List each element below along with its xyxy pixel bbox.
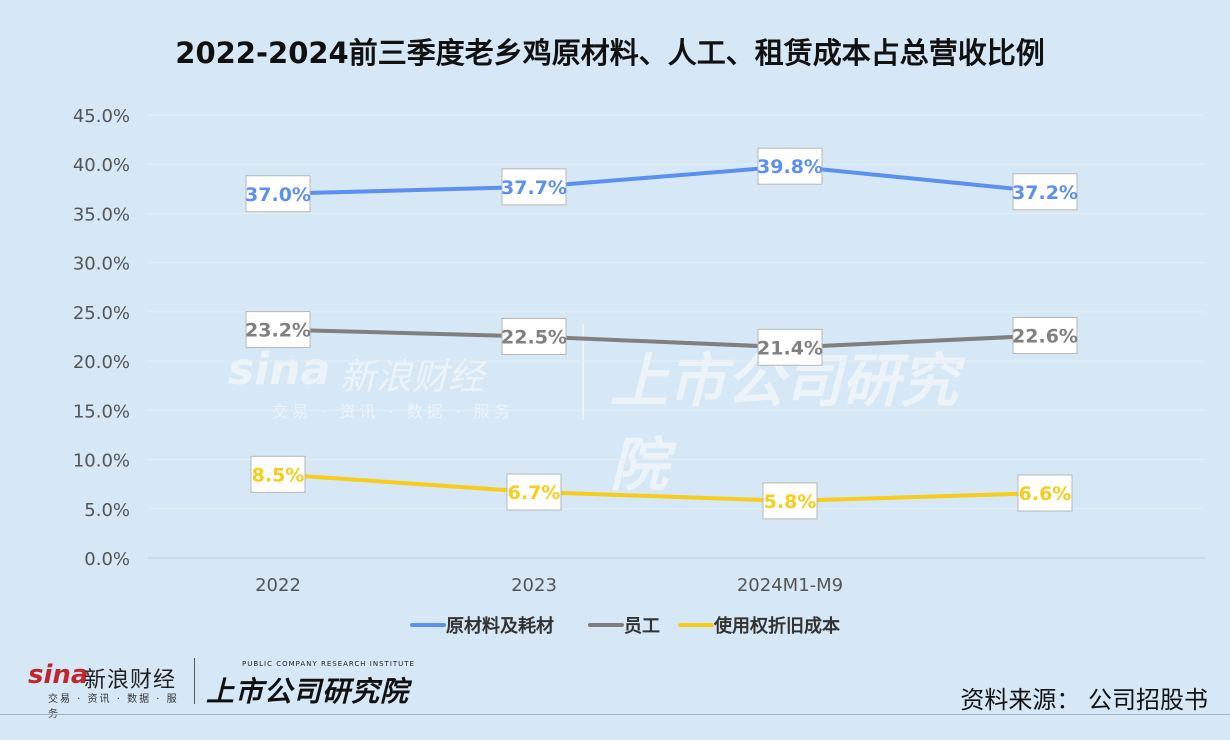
research-institute-logo: PUBLIC COMPANY RESEARCH INSTITUTE 上市公司研究… <box>206 658 436 708</box>
data-label: 6.7% <box>508 482 561 504</box>
sina-tagline: 交易 · 资讯 · 数据 · 服务 <box>48 694 179 720</box>
data-label: 23.2% <box>245 320 311 342</box>
sina-name: 新浪财经 <box>84 668 177 693</box>
data-label-box <box>501 168 567 206</box>
data-label: 5.8% <box>764 491 817 513</box>
y-tick-label: 25.0% <box>73 303 130 324</box>
data-label-box <box>1012 173 1078 211</box>
data-label: 37.7% <box>501 177 567 199</box>
data-label-box <box>501 318 567 355</box>
data-label: 22.5% <box>501 327 567 349</box>
data-label: 37.0% <box>245 184 311 206</box>
x-tick-label: 2023 <box>511 575 557 596</box>
legend-label: 使用权折旧成本 <box>713 615 840 637</box>
sina-finance-logo: sina 新浪财经 交易 · 资讯 · 数据 · 服务 <box>28 658 188 720</box>
footer-divider <box>0 714 1230 715</box>
y-tick-label: 45.0% <box>73 106 130 127</box>
y-tick-label: 30.0% <box>73 254 130 275</box>
data-label-box <box>757 328 823 366</box>
y-tick-label: 20.0% <box>73 352 130 373</box>
data-label-box <box>1017 474 1073 512</box>
data-label-box <box>250 455 306 493</box>
legend-label: 员工 <box>624 616 660 637</box>
series-line-1 <box>276 327 1047 350</box>
data-source: 资料来源： 公司招股书 <box>960 686 1208 714</box>
data-label: 22.6% <box>1012 326 1078 348</box>
research-cn-name: 上市公司研究院 <box>206 675 410 708</box>
series-line-2 <box>276 472 1047 503</box>
data-label: 6.6% <box>1019 483 1072 505</box>
legend-label: 原材料及耗材 <box>446 615 554 637</box>
data-label-box <box>245 175 311 213</box>
data-label: 21.4% <box>757 337 823 359</box>
data-label-box <box>757 147 823 185</box>
data-label-box <box>506 473 562 511</box>
y-tick-label: 35.0% <box>73 204 130 225</box>
x-tick-label: 2024M1-M9 <box>737 575 843 596</box>
y-tick-label: 10.0% <box>73 451 130 472</box>
logo-divider <box>194 658 195 704</box>
data-label-box <box>762 482 818 520</box>
x-tick-label: 2022 <box>255 575 301 596</box>
y-tick-label: 15.0% <box>73 401 130 422</box>
research-en-name: PUBLIC COMPANY RESEARCH INSTITUTE <box>242 660 415 668</box>
y-tick-label: 0.0% <box>84 549 130 570</box>
y-tick-label: 40.0% <box>73 155 130 176</box>
y-tick-label: 5.0% <box>84 500 130 521</box>
data-label-box <box>1012 317 1078 355</box>
series-line-0 <box>276 164 1047 196</box>
data-label: 39.8% <box>757 156 823 178</box>
data-label: 8.5% <box>252 464 305 486</box>
data-label-box <box>245 311 311 349</box>
data-label: 37.2% <box>1012 182 1078 204</box>
sina-mark: sina <box>28 660 89 690</box>
chart-title: 2022-2024前三季度老乡鸡原材料、人工、租赁成本占总营收比例 <box>175 36 1045 70</box>
